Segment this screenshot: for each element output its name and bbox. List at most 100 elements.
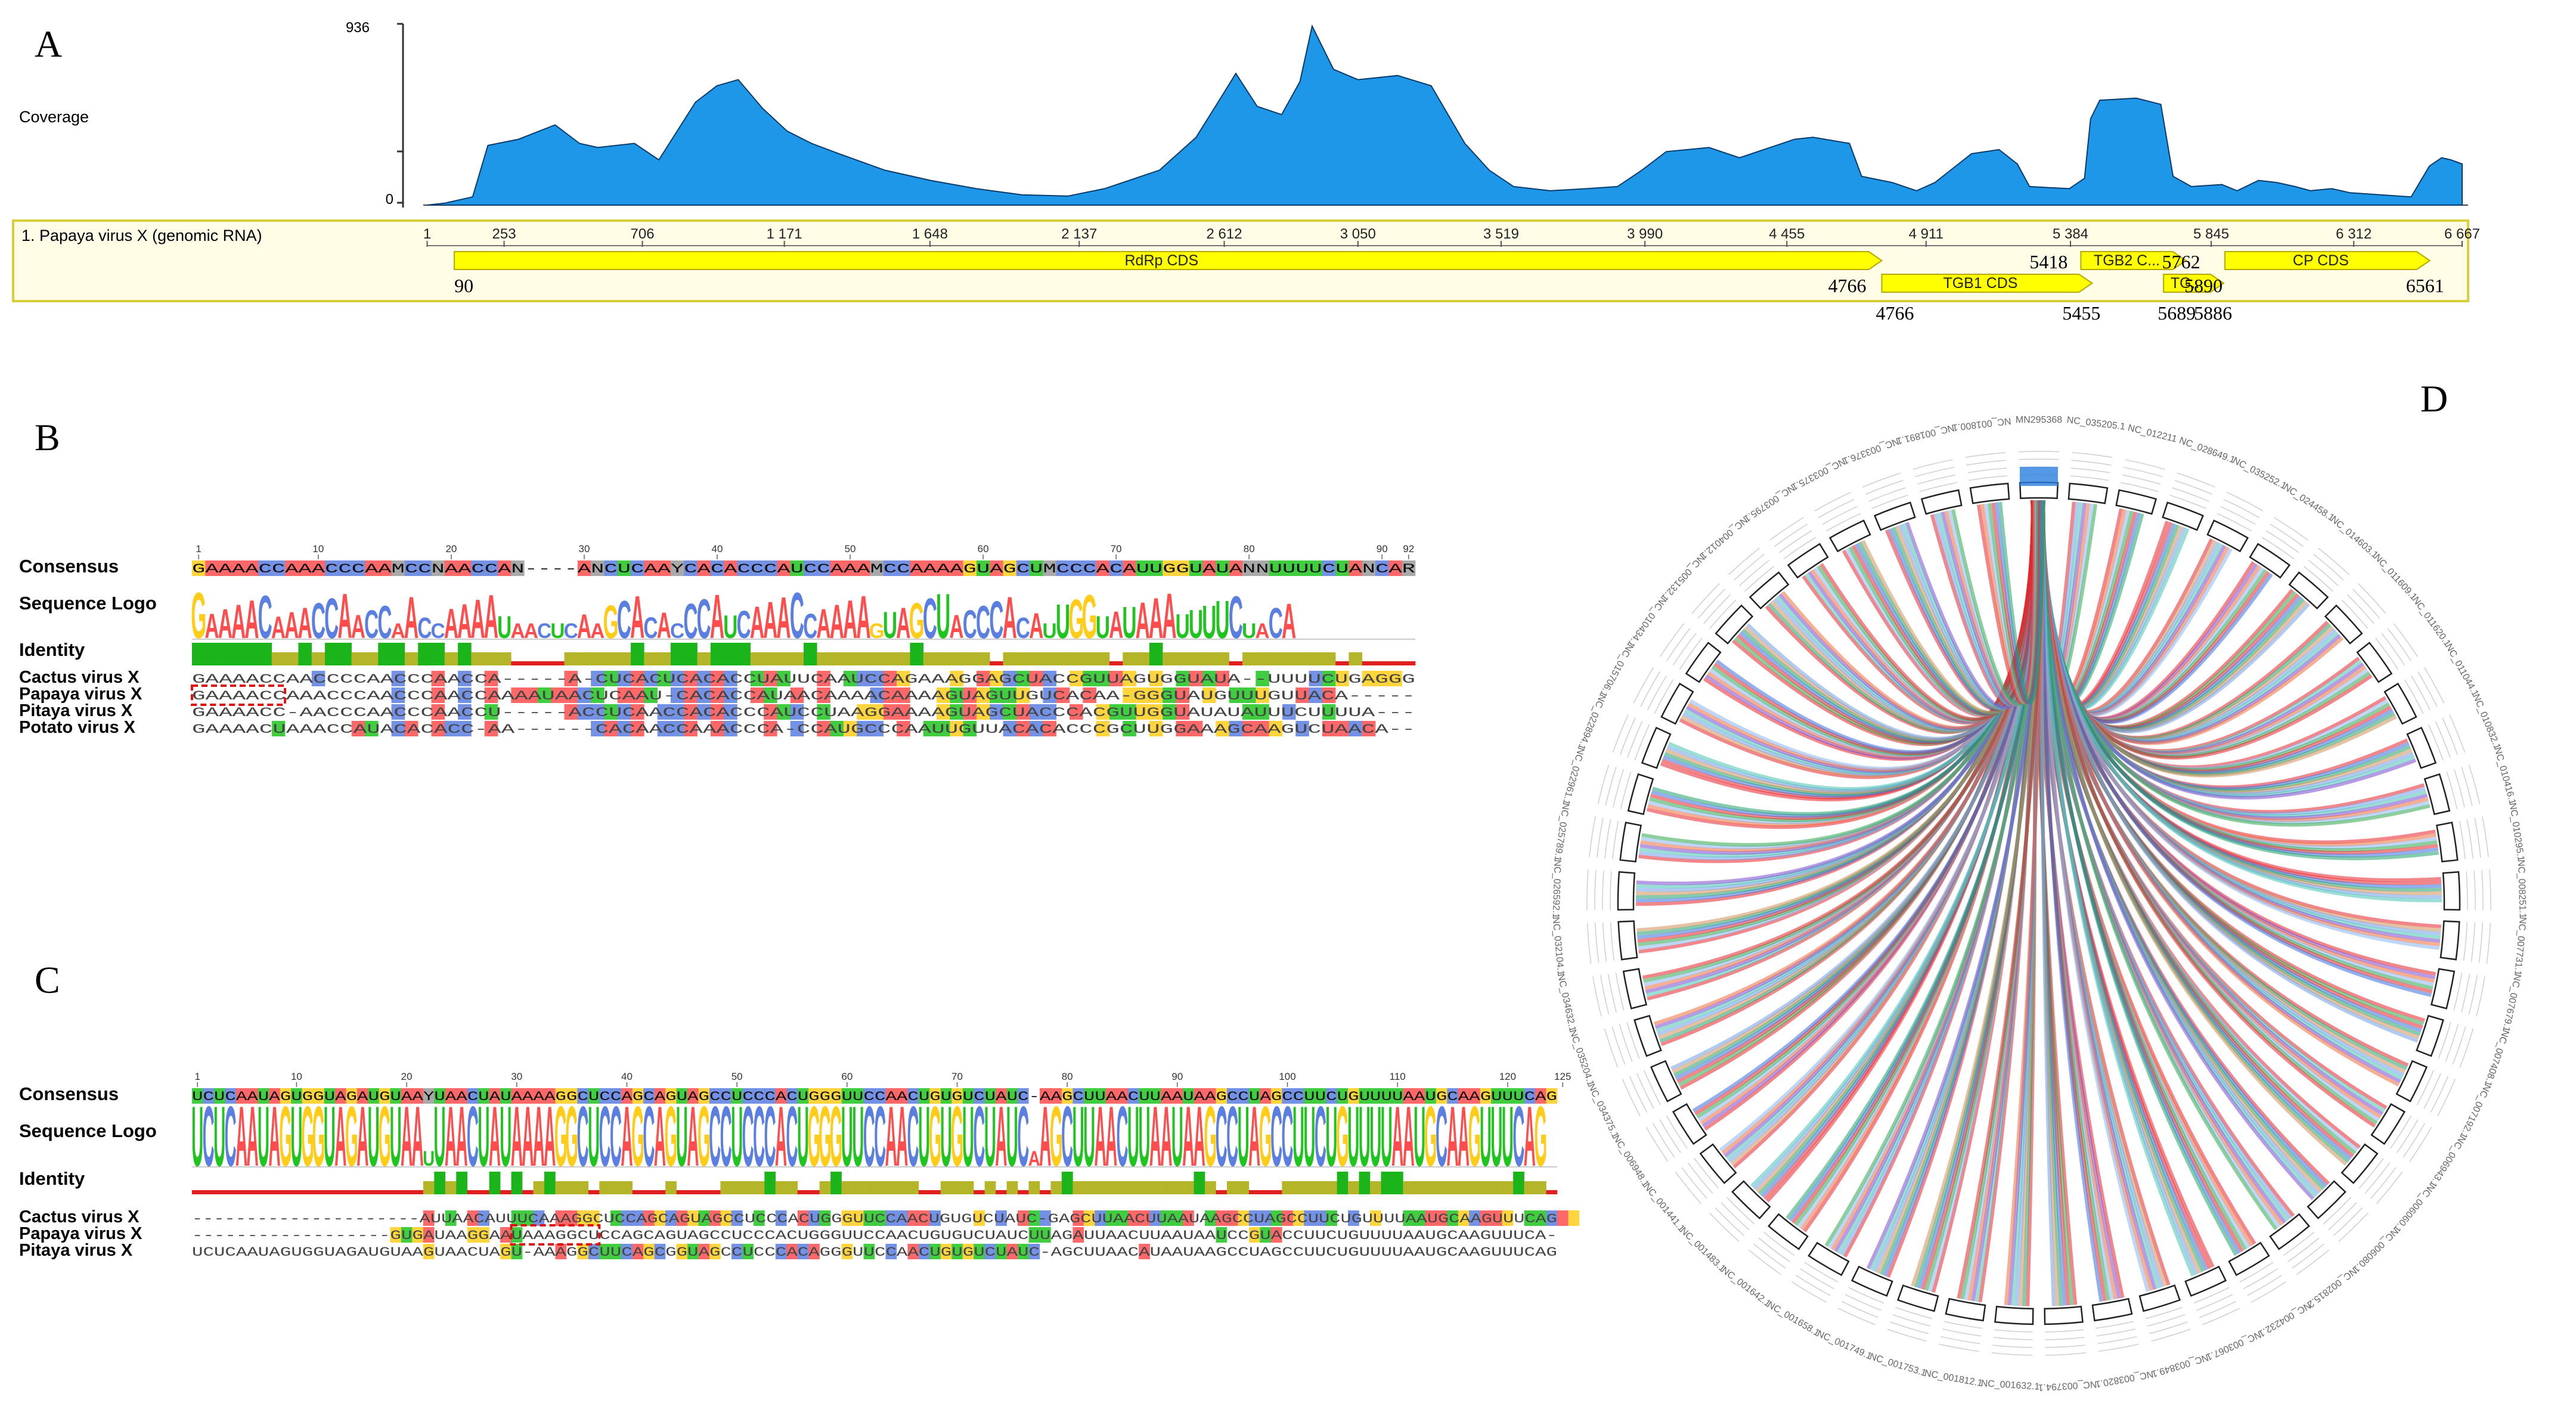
consensus-cell [379,1088,390,1104]
mismatch-cell [1139,1244,1150,1259]
identity-bar [555,1181,567,1194]
identity-bar [742,1181,754,1194]
ruler-tick-label: 253 [492,226,516,242]
mismatch-cell [1524,1210,1536,1226]
identity-bar [1238,1181,1250,1194]
mismatch-cell [710,671,724,686]
identity-bar [610,1181,622,1194]
track-guide [1841,1300,1878,1318]
logo-letter: A [1282,594,1296,649]
logo-letter: G [929,1089,942,1184]
alignment-row-label: Consensus [19,556,119,577]
consensus-cell [404,560,419,576]
mismatch-cell [937,687,950,703]
logo-letter: G [909,593,925,649]
logo-letter: A [1149,586,1163,651]
mismatch-cell [720,1210,732,1226]
logo-letter: C [963,603,977,648]
identity-bar [830,652,844,665]
mismatch-cell [1095,1210,1106,1226]
track-guide [2424,667,2445,704]
consensus-cell [1072,1088,1084,1104]
track-guide [2466,819,2473,859]
mismatch-cell [644,687,658,703]
consensus-cell [1149,560,1163,576]
track-guide [2045,1352,2087,1356]
genome-label: NC_014603.1 [2329,514,2380,560]
track-guide [1728,547,1760,575]
identity-bar [1458,1181,1470,1194]
mismatch-cell [631,671,644,686]
consensus-cell [537,560,551,576]
identity-bar [875,1181,886,1194]
alignment-ruler-label: 10 [312,543,324,555]
mismatch-cell [797,1210,809,1226]
track-guide [1636,1073,1654,1109]
logo-letter: G [191,580,206,653]
logo-letter: U [1502,1089,1514,1184]
logo-letter: A [484,583,498,652]
track-guide [2177,472,2215,488]
track-guide [1653,1123,1675,1158]
mismatch-cell [857,721,870,736]
genome-label: NC_012211 [2126,423,2178,444]
consensus-cell [456,1088,467,1104]
logo-letter: A [1028,1147,1040,1170]
consensus-cell [551,560,565,576]
mismatch-cell [1123,704,1136,720]
track-guide [2323,1197,2352,1225]
mismatch-cell [1322,687,1336,703]
identity-bar [1370,1181,1381,1194]
logo-letter: G [665,1089,678,1184]
mismatch-cell [853,1210,864,1226]
track-guide [2274,517,2308,541]
alignment-ruler-label: 92 [1403,543,1414,555]
mismatch-cell [963,704,977,720]
identity-bar [621,1181,633,1194]
logo-letter: U [1096,610,1110,645]
alignment-ruler-label: 1 [194,1071,200,1082]
logo-letter: A [1003,584,1017,651]
mismatch-cell [1072,1227,1084,1243]
consensus-sequence: GAAAACCAAACCCAAMCCNAACCAN----ANCUCAAYCAC… [192,562,1415,577]
logo-letter: U [1171,1089,1183,1184]
genome-segment [1994,1305,2034,1325]
identity-bar [379,1190,390,1194]
mismatch-cell [566,1210,578,1226]
mismatch-cell [577,1210,589,1226]
consensus-cell [875,1088,886,1104]
mismatch-cell [610,1244,622,1259]
identity-bar [599,1181,611,1194]
identity-bar [883,652,897,665]
identity-bar [1480,1181,1492,1194]
logo-letter: U [1216,590,1230,649]
track-guide [1622,1079,1641,1116]
logo-letter: A [1136,591,1150,649]
mismatch-cell [1348,1210,1359,1226]
genome-label: NC_001483.1 [1678,1225,1728,1274]
genome-segment [2067,482,2109,504]
track-guide [1660,623,1685,657]
consensus-cell [731,1088,743,1104]
track-guide [1691,583,1720,614]
identity-bar [644,652,658,665]
track-guide [2287,1237,2320,1262]
mismatch-cell [698,1210,710,1226]
logo-letter: C [874,1089,886,1184]
identity-bar [1309,652,1323,665]
genome-label: NC_010295.1 [2507,802,2526,862]
alignment-ruler-label: 90 [1377,543,1388,555]
identity-bar [478,1190,489,1194]
track-guide [2459,1028,2474,1068]
mismatch-cell [604,704,618,720]
consensus-cell [786,1088,798,1104]
track-guide [2223,498,2260,518]
track-guide [2346,594,2374,624]
mismatch-cell [631,687,644,703]
mismatch-cell [271,721,286,736]
mismatch-cell [631,721,644,736]
logo-letter: A [995,1089,1007,1184]
mismatch-cell [1295,721,1309,736]
logo-letter: A [269,1089,281,1184]
track-guide [2174,479,2212,495]
